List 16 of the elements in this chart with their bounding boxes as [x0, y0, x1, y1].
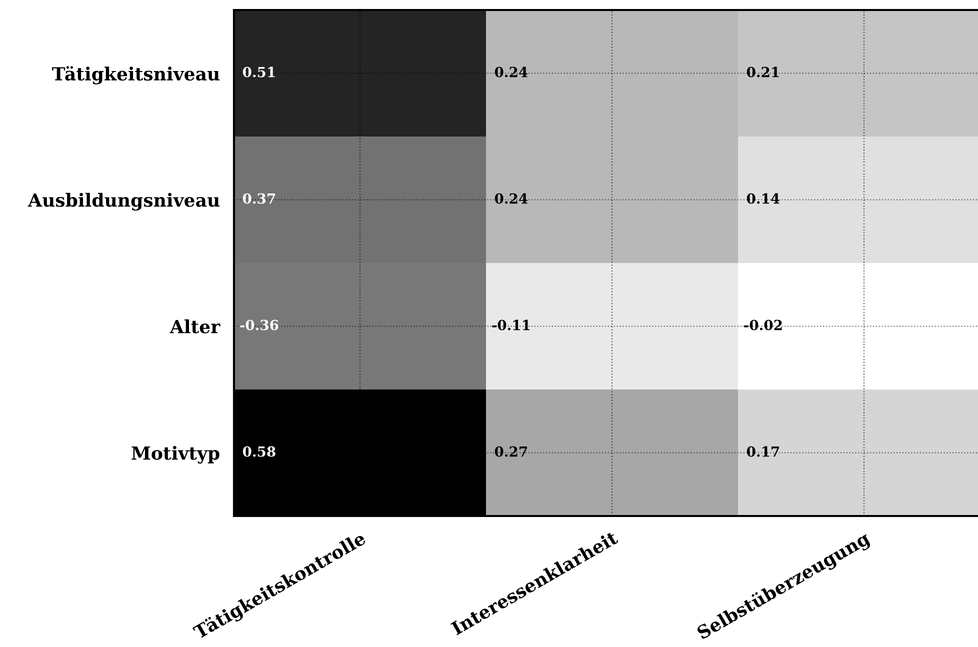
data-label: 0.58	[242, 446, 276, 457]
data-label: 0.24	[494, 193, 528, 204]
y-tick-label: Alter	[170, 319, 220, 334]
y-tick-label: Ausbildungsniveau	[28, 192, 220, 211]
data-label: 0.37	[242, 193, 275, 204]
data-label: -0.02	[744, 320, 782, 330]
data-label: 0.27	[494, 446, 527, 457]
data-label: 0.51	[242, 66, 275, 78]
y-tick-label: Tätigkeitsniveau	[52, 66, 220, 84]
data-label: -0.36	[240, 320, 278, 330]
data-label: 0.21	[746, 66, 779, 78]
data-label: 0.14	[746, 193, 780, 204]
y-tick-label: Motivtyp	[132, 446, 220, 464]
data-label: 0.24	[494, 66, 528, 78]
data-label: -0.11	[492, 320, 530, 330]
data-label: 0.17	[746, 446, 779, 457]
